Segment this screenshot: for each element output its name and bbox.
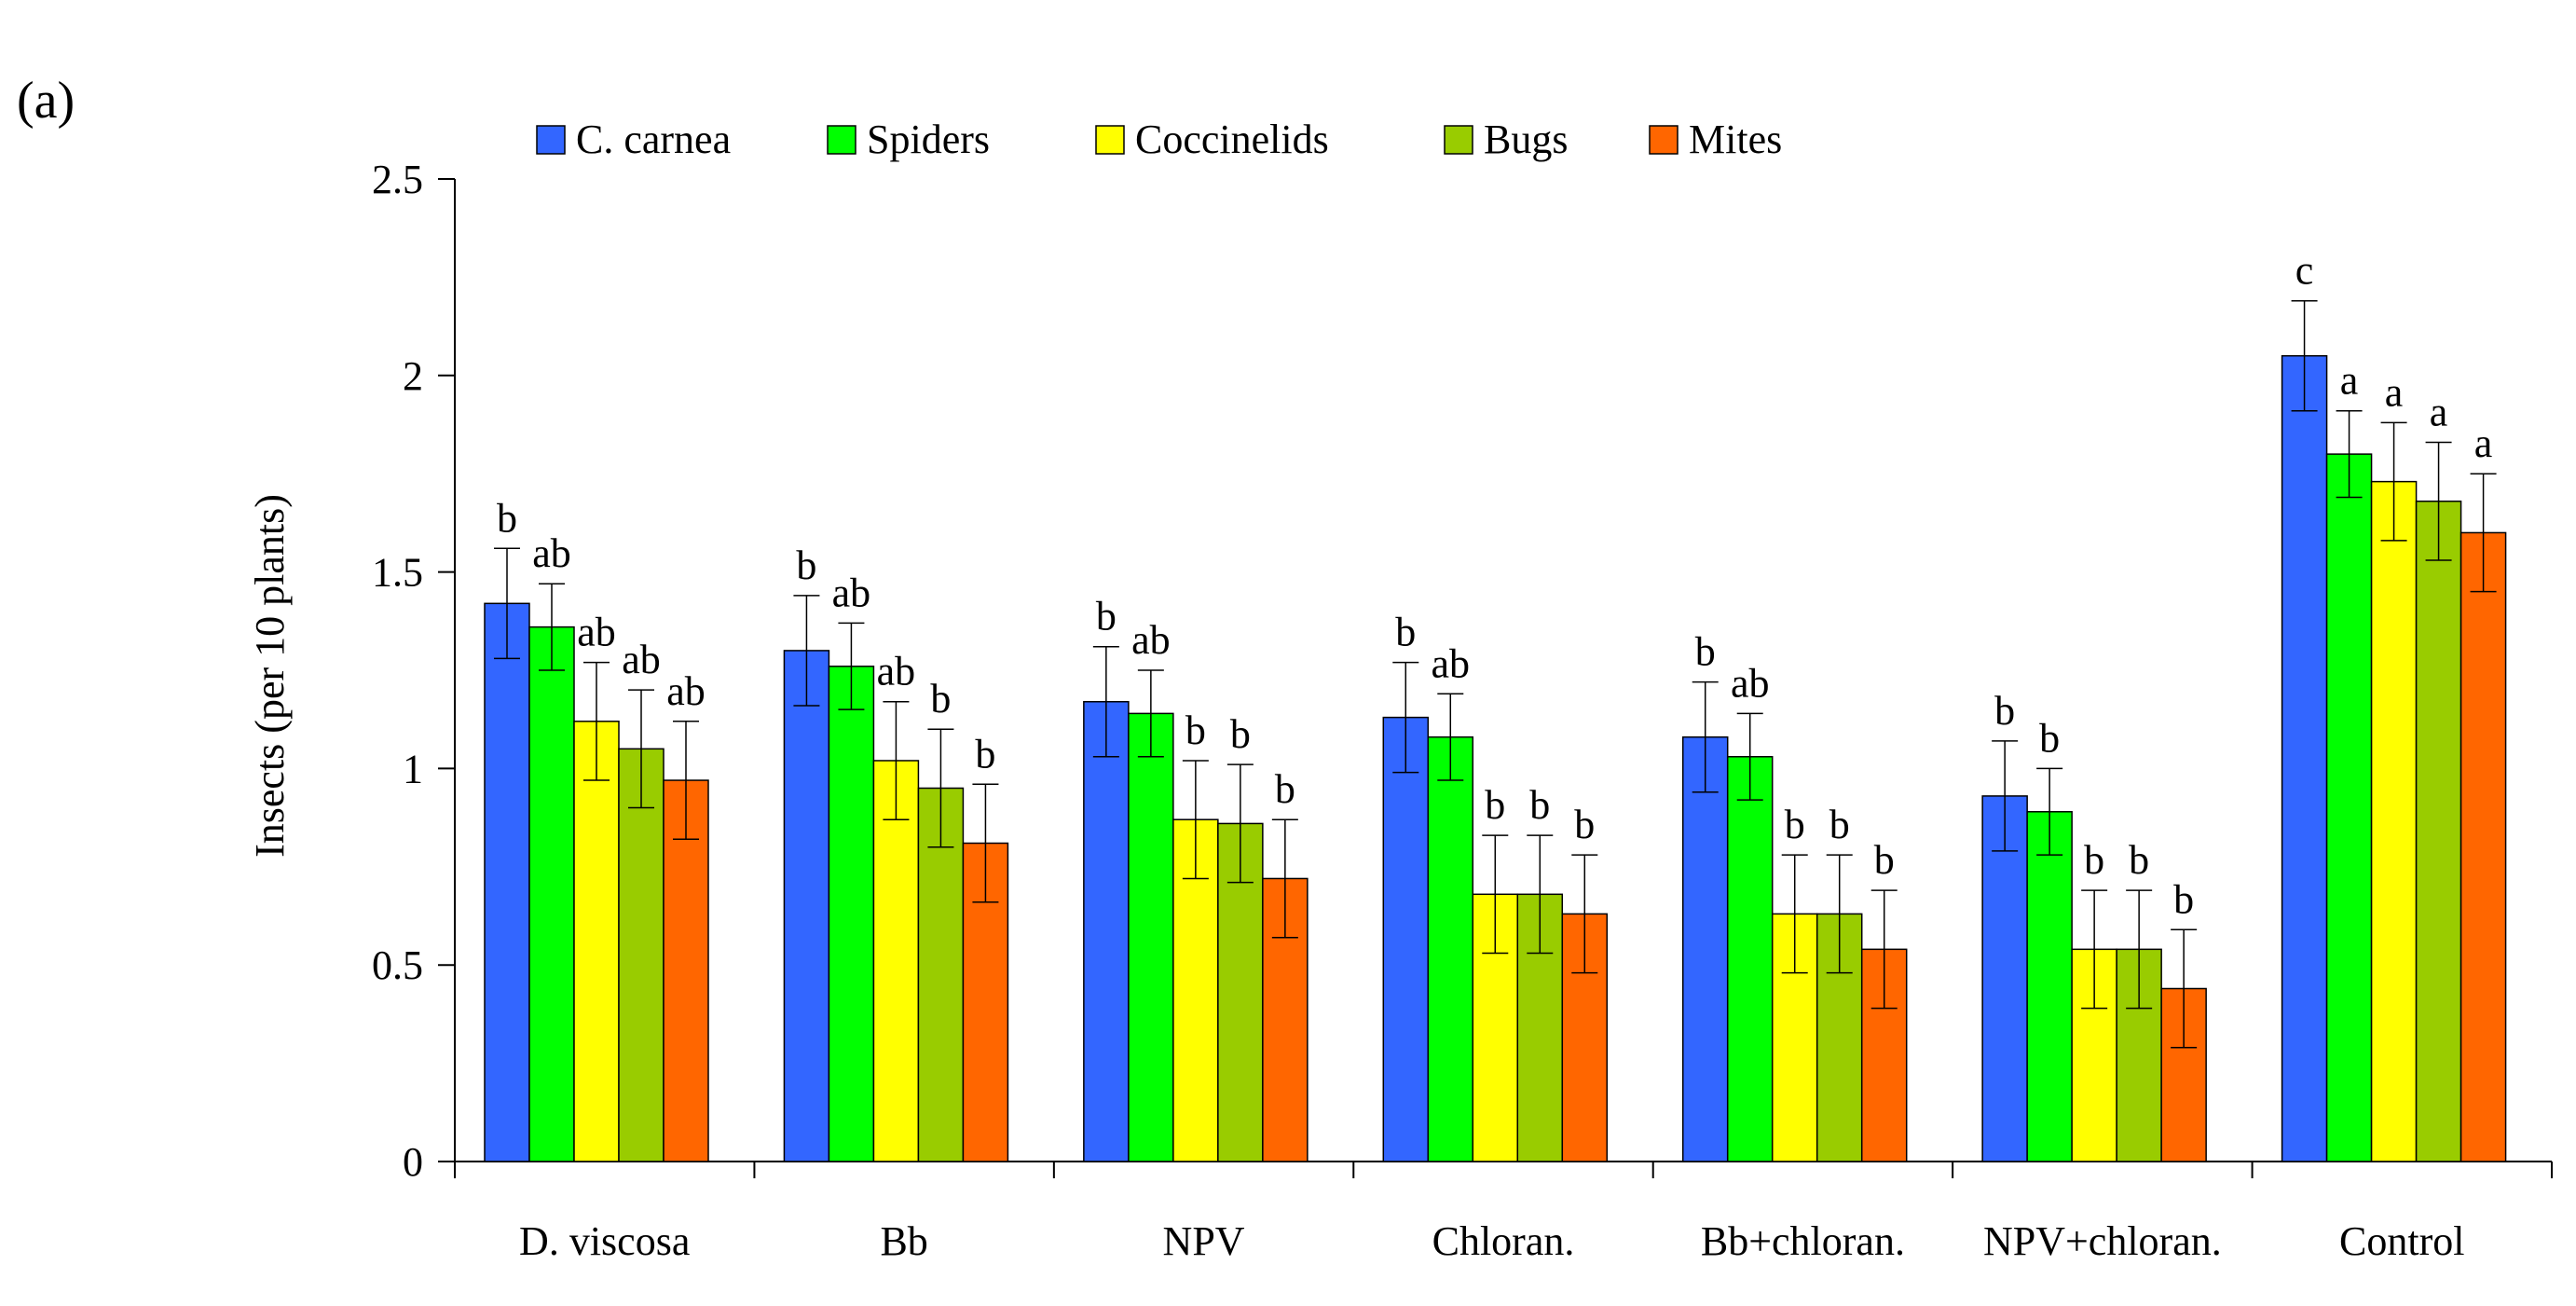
- significance-label: a: [2340, 358, 2359, 404]
- legend-swatch: [536, 125, 566, 155]
- significance-label: b: [1395, 610, 1416, 655]
- legend-label: Bugs: [1484, 117, 1568, 162]
- x-tick-label: Chloran.: [1432, 1218, 1575, 1264]
- significance-label: ab: [877, 649, 916, 694]
- significance-label: b: [1785, 802, 1805, 847]
- bar: [1726, 756, 1774, 1162]
- legend: C. carnea Spiders Coccinelids Bugs Mites: [536, 117, 1782, 162]
- significance-label: b: [1185, 708, 1206, 753]
- legend-swatch: [1649, 125, 1679, 155]
- y-tick-label: 1: [403, 746, 423, 791]
- panel-label: (a): [17, 72, 75, 130]
- bar: [1427, 735, 1474, 1162]
- bar: [2370, 480, 2418, 1162]
- bar: [2325, 453, 2373, 1162]
- legend-swatch: [1444, 125, 1473, 155]
- bar: [1128, 712, 1174, 1162]
- significance-label: b: [2039, 715, 2060, 761]
- y-tick-label: 0: [403, 1139, 423, 1185]
- legend-label: Spiders: [867, 117, 990, 162]
- legend-label: Coccinelids: [1135, 117, 1329, 162]
- significance-label: b: [1874, 837, 1895, 883]
- significance-label: b: [1829, 802, 1850, 847]
- significance-label: b: [1574, 802, 1595, 847]
- bar: [2415, 500, 2462, 1162]
- y-axis-label: Insects (per 10 plants): [247, 494, 293, 858]
- significance-label: c: [2295, 248, 2314, 294]
- y-tick-label: 2.5: [372, 157, 423, 202]
- significance-label: a: [2474, 420, 2493, 466]
- y-tick-label: 0.5: [372, 942, 423, 988]
- bar: [1981, 795, 2028, 1162]
- significance-label: ab: [1131, 617, 1171, 663]
- bar: [528, 626, 575, 1162]
- significance-label: b: [1096, 594, 1117, 639]
- axes: 0 0.5 1 1.5 2 2.5 D. viscosa Bb NPV Chloran. Bb+ch…: [372, 157, 2553, 1264]
- significance-label: ab: [577, 610, 616, 655]
- y-tick-label: 1.5: [372, 550, 423, 596]
- significance-label: ab: [832, 570, 871, 615]
- significance-label: b: [975, 731, 995, 777]
- x-tick-label: NPV: [1163, 1218, 1245, 1264]
- significance-label: a: [2385, 369, 2404, 415]
- bar: [573, 721, 620, 1162]
- legend-swatch: [827, 125, 856, 155]
- significance-label: ab: [532, 530, 571, 576]
- significance-label: a: [2430, 389, 2448, 434]
- x-tick-label: NPV+chloran.: [1983, 1218, 2222, 1264]
- significance-label: b: [1994, 688, 2015, 734]
- bar: [1860, 948, 1908, 1162]
- legend-label: C. carnea: [576, 117, 731, 162]
- significance-label: b: [497, 495, 517, 541]
- bar: [917, 787, 965, 1162]
- significance-label: ab: [1731, 660, 1770, 706]
- significance-label: ab: [666, 668, 706, 714]
- legend-swatch: [1095, 125, 1125, 155]
- bar: [783, 650, 830, 1162]
- significance-label: ab: [1432, 640, 1471, 686]
- bar: [1681, 735, 1729, 1162]
- legend-label: Mites: [1689, 117, 1782, 162]
- x-tick-label: Control: [2339, 1218, 2464, 1264]
- bar: [1083, 700, 1130, 1162]
- significance-label: b: [796, 543, 816, 588]
- significance-label: b: [1485, 782, 1505, 828]
- x-tick-label: D. viscosa: [519, 1218, 690, 1264]
- significance-label: b: [2084, 837, 2104, 883]
- bar: [2281, 354, 2328, 1162]
- bar: [2460, 531, 2507, 1162]
- x-tick-label: Bb+chloran.: [1701, 1218, 1905, 1264]
- bar: [663, 779, 709, 1162]
- bar: [618, 748, 665, 1162]
- bar: [484, 602, 530, 1162]
- significance-label: b: [1529, 782, 1550, 828]
- bar: [2026, 811, 2073, 1162]
- significance-label: b: [930, 676, 951, 722]
- significance-label: b: [1695, 629, 1716, 675]
- significance-label: b: [1275, 766, 1295, 812]
- bar: [872, 760, 920, 1162]
- bar: [1382, 716, 1430, 1162]
- x-tick-label: Bb: [880, 1218, 927, 1264]
- significance-label: b: [2129, 837, 2149, 883]
- significance-label: ab: [622, 637, 661, 682]
- significance-label: b: [2173, 876, 2194, 922]
- bar: [828, 666, 875, 1162]
- significance-label: b: [1230, 711, 1251, 757]
- y-tick-label: 2: [403, 353, 423, 399]
